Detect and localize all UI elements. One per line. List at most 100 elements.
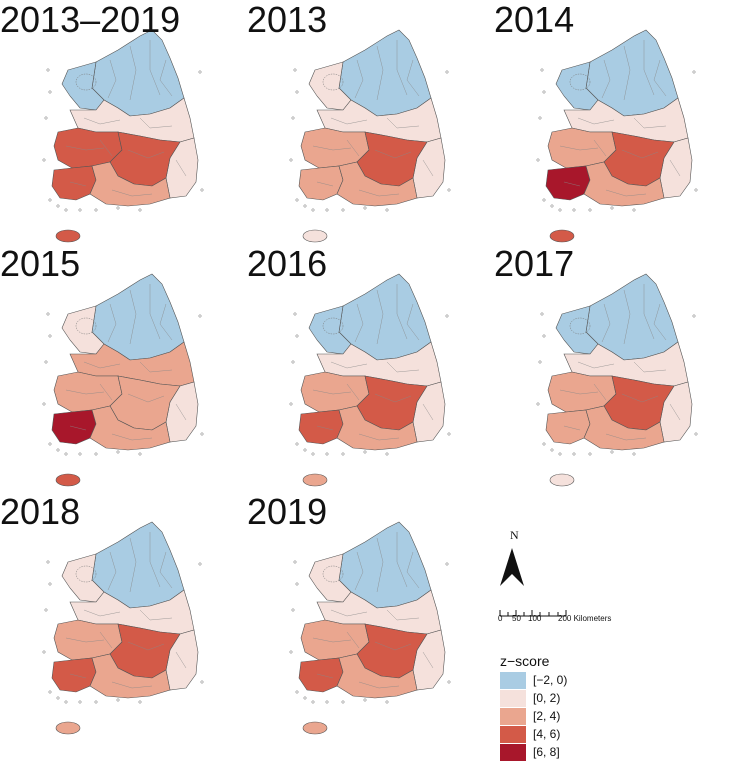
island: [200, 432, 204, 436]
island: [48, 442, 52, 446]
island: [48, 198, 52, 202]
island: [295, 334, 299, 338]
district-boundary: [312, 637, 352, 643]
district-boundary: [396, 532, 408, 588]
region-south-coast: [89, 405, 171, 451]
choropleth-map: [289, 273, 451, 487]
district-boundary: [159, 303, 173, 341]
district-boundary: [643, 284, 655, 340]
island: [295, 582, 299, 586]
region-jeju: [302, 229, 328, 243]
region-south-coast: [583, 405, 665, 451]
district-boundary: [386, 609, 420, 621]
district-boundary: [175, 403, 187, 421]
island: [311, 452, 315, 456]
island: [138, 452, 142, 456]
island: [94, 700, 98, 704]
island: [94, 452, 98, 456]
legend-swatch: [500, 744, 526, 761]
island: [291, 608, 295, 612]
island: [363, 698, 367, 702]
region-jeju: [549, 473, 575, 487]
island: [447, 188, 451, 192]
district-boundary: [593, 139, 607, 157]
legend-swatch: [500, 672, 526, 689]
north-label: N: [510, 528, 519, 542]
district-boundary: [139, 609, 173, 621]
island: [48, 582, 52, 586]
district-boundary: [374, 641, 412, 651]
scale-tick-50: 50: [512, 614, 521, 623]
district-boundary: [354, 551, 364, 591]
district-boundary: [107, 59, 117, 99]
district-boundary: [346, 631, 360, 649]
district-boundary: [111, 433, 153, 441]
island: [138, 700, 142, 704]
island: [610, 206, 614, 210]
island: [44, 360, 48, 364]
island: [536, 402, 540, 406]
district-boundary: [175, 651, 187, 669]
island: [311, 208, 315, 212]
map-panel: 2015: [0, 244, 245, 492]
island: [289, 402, 293, 406]
district-boundary: [358, 681, 400, 689]
island: [295, 198, 299, 202]
district-boundary: [376, 289, 384, 345]
district-boundary: [563, 181, 581, 187]
district-boundary: [346, 383, 360, 401]
scale-tick-0: 0: [498, 614, 503, 623]
island: [694, 432, 698, 436]
island: [46, 68, 50, 72]
island: [341, 452, 345, 456]
district-boundary: [601, 59, 611, 99]
island: [325, 208, 329, 212]
district-boundary: [149, 40, 161, 96]
legend-swatch: [500, 708, 526, 725]
island: [64, 452, 68, 456]
district-boundary: [83, 361, 121, 369]
district-boundary: [175, 159, 187, 177]
island: [56, 448, 60, 452]
legend-title: z−score: [500, 653, 550, 669]
district-boundary: [577, 117, 615, 125]
district-boundary: [69, 673, 87, 679]
panel-title: 2013–2019: [0, 0, 181, 40]
district-boundary: [376, 537, 384, 593]
island: [536, 158, 540, 162]
island: [303, 204, 307, 208]
island: [447, 680, 451, 684]
metro-cluster: [322, 73, 344, 91]
island: [138, 208, 142, 212]
district-boundary: [129, 537, 137, 593]
district-boundary: [653, 59, 667, 97]
island: [42, 650, 46, 654]
legend-label: [6, 8]: [533, 745, 560, 759]
choropleth-map: [289, 29, 451, 243]
island: [48, 90, 52, 94]
island: [198, 562, 202, 566]
map-panel: 2019: [247, 492, 492, 740]
legend-label: [4, 6): [533, 727, 561, 741]
island: [198, 70, 202, 74]
district-boundary: [621, 149, 659, 159]
choropleth-map: [42, 29, 204, 243]
island: [303, 696, 307, 700]
island: [558, 452, 562, 456]
region-south-coast: [89, 653, 171, 699]
district-boundary: [593, 383, 607, 401]
legend-label: [2, 4): [533, 709, 561, 723]
district-boundary: [69, 181, 87, 187]
island: [540, 68, 544, 72]
district-boundary: [422, 403, 434, 421]
district-boundary: [374, 393, 412, 403]
district-boundary: [396, 40, 408, 96]
island: [295, 690, 299, 694]
choropleth-map: [42, 273, 204, 487]
district-boundary: [312, 145, 352, 151]
district-boundary: [312, 389, 352, 395]
island: [44, 116, 48, 120]
district-boundary: [159, 551, 173, 589]
district-boundary: [653, 303, 667, 341]
island: [632, 208, 636, 212]
